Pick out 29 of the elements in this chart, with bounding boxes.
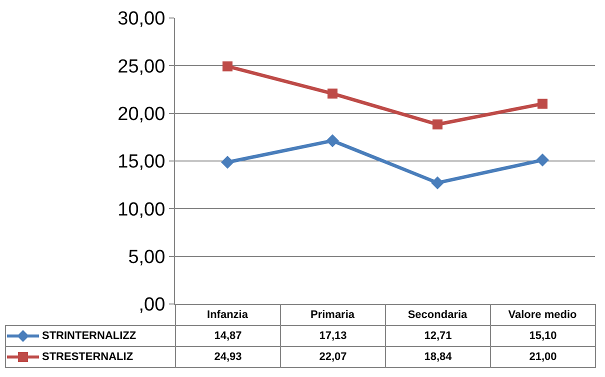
data-label: 22,07 xyxy=(280,346,386,368)
point xyxy=(431,176,444,190)
y-tick-label: 20,00 xyxy=(118,104,166,125)
y-tick-label: 30,00 xyxy=(118,8,166,30)
point xyxy=(221,156,234,169)
x-tick-label: Primaria xyxy=(310,309,356,322)
legend-label: STRINTERNALIZZ xyxy=(6,326,176,346)
point xyxy=(536,154,549,167)
legend-label: STRESTERNALIZ xyxy=(6,346,176,368)
x-tick-label: Secondaria xyxy=(408,309,468,322)
x-tick-label: Valore medio xyxy=(508,309,578,322)
point xyxy=(222,61,232,72)
point xyxy=(538,98,548,109)
y-tick-label: 15,00 xyxy=(118,152,166,173)
data-label: 18,84 xyxy=(386,346,490,368)
data-label: 17,13 xyxy=(280,326,386,346)
y-tick-label: 25,00 xyxy=(118,56,166,78)
y-tick-label: 10,00 xyxy=(118,199,166,220)
point xyxy=(432,119,442,130)
data-label: 15,10 xyxy=(490,326,596,346)
point xyxy=(326,134,339,148)
data-label: 24,93 xyxy=(176,346,280,368)
y-tick-label: 5,00 xyxy=(128,246,166,268)
x-tick-label: Infanzia xyxy=(207,309,249,322)
data-label: 21,00 xyxy=(490,346,596,368)
point xyxy=(328,88,338,99)
y-tick-label: ,00 xyxy=(138,294,166,316)
data-label: 14,87 xyxy=(176,326,280,346)
data-label: 12,71 xyxy=(386,326,490,346)
